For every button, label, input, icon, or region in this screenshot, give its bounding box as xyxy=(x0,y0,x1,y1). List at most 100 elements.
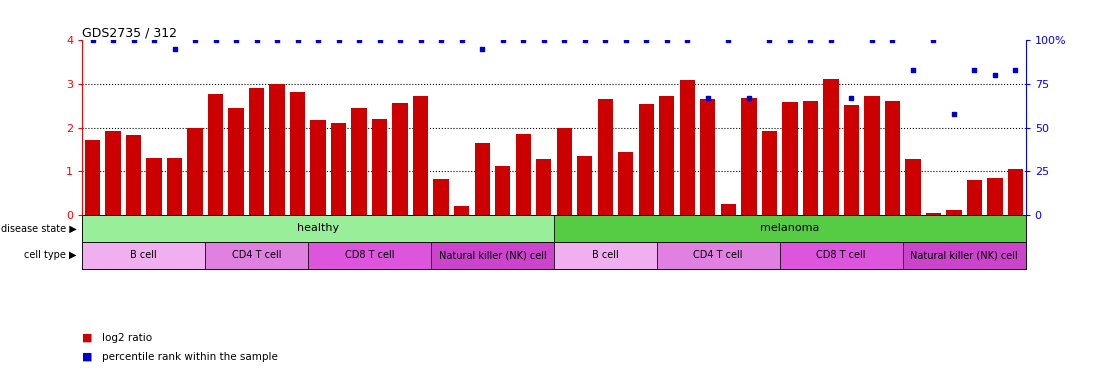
Point xyxy=(125,37,143,43)
Bar xyxy=(351,108,366,215)
Bar xyxy=(167,158,182,215)
Bar xyxy=(700,99,715,215)
Bar xyxy=(208,94,224,215)
Point xyxy=(207,37,225,43)
Bar xyxy=(556,127,572,215)
Bar xyxy=(803,101,818,215)
Text: CD8 T cell: CD8 T cell xyxy=(344,250,394,260)
Point xyxy=(617,37,634,43)
Bar xyxy=(516,134,531,215)
Bar xyxy=(554,215,1026,242)
Point xyxy=(186,37,204,43)
Point xyxy=(166,46,183,52)
Text: ■: ■ xyxy=(82,352,93,362)
Bar xyxy=(947,210,962,215)
Bar xyxy=(105,131,121,215)
Point xyxy=(350,37,367,43)
Point xyxy=(965,67,983,73)
Bar xyxy=(536,159,552,215)
Point xyxy=(658,37,676,43)
Point xyxy=(555,37,573,43)
Bar xyxy=(310,120,326,215)
Bar xyxy=(638,104,654,215)
Point xyxy=(863,37,881,43)
Point xyxy=(104,37,122,43)
Point xyxy=(904,67,921,73)
Bar xyxy=(618,152,633,215)
Text: healthy: healthy xyxy=(297,223,339,233)
Bar xyxy=(761,131,777,215)
Bar xyxy=(249,88,264,215)
Bar xyxy=(308,242,431,269)
Point xyxy=(842,95,860,101)
Bar xyxy=(82,215,554,242)
Text: melanoma: melanoma xyxy=(760,223,819,233)
Bar xyxy=(1008,169,1024,215)
Bar xyxy=(290,92,305,215)
Text: CD8 T cell: CD8 T cell xyxy=(816,250,866,260)
Point xyxy=(514,37,532,43)
Bar xyxy=(987,178,1003,215)
Point xyxy=(760,37,778,43)
Bar xyxy=(146,158,161,215)
Point xyxy=(248,37,265,43)
Bar xyxy=(905,159,920,215)
Text: percentile rank within the sample: percentile rank within the sample xyxy=(102,352,278,362)
Point xyxy=(411,37,429,43)
Point xyxy=(269,37,286,43)
Text: B cell: B cell xyxy=(131,250,157,260)
Bar xyxy=(84,140,100,215)
Text: Natural killer (NK) cell: Natural killer (NK) cell xyxy=(439,250,546,260)
Bar xyxy=(393,103,408,215)
Text: cell type ▶: cell type ▶ xyxy=(24,250,77,260)
Text: disease state ▶: disease state ▶ xyxy=(1,223,77,233)
Point xyxy=(453,37,471,43)
Bar xyxy=(926,213,941,215)
Bar xyxy=(884,101,900,215)
Bar xyxy=(721,204,736,215)
Point xyxy=(494,37,511,43)
Bar xyxy=(188,127,203,215)
Bar xyxy=(903,242,1026,269)
Point xyxy=(289,37,306,43)
Point xyxy=(986,72,1004,78)
Bar xyxy=(966,180,982,215)
Text: Natural killer (NK) cell: Natural killer (NK) cell xyxy=(911,250,1018,260)
Bar xyxy=(331,123,347,215)
Bar xyxy=(656,242,780,269)
Point xyxy=(432,37,450,43)
Point xyxy=(474,46,491,52)
Text: GDS2735 / 312: GDS2735 / 312 xyxy=(82,26,178,39)
Bar xyxy=(270,84,285,215)
Point xyxy=(535,37,553,43)
Bar xyxy=(433,179,449,215)
Bar xyxy=(495,166,510,215)
Bar xyxy=(598,99,613,215)
Bar xyxy=(844,105,859,215)
Bar xyxy=(431,242,554,269)
Bar xyxy=(823,79,838,215)
Point xyxy=(371,37,388,43)
Point xyxy=(946,111,963,117)
Text: CD4 T cell: CD4 T cell xyxy=(231,250,281,260)
Point xyxy=(1007,67,1025,73)
Bar xyxy=(864,96,880,215)
Point xyxy=(145,37,162,43)
Point xyxy=(227,37,245,43)
Point xyxy=(392,37,409,43)
Bar xyxy=(780,242,903,269)
Point xyxy=(925,37,942,43)
Point xyxy=(330,37,348,43)
Bar xyxy=(782,102,798,215)
Point xyxy=(822,37,839,43)
Bar xyxy=(742,98,757,215)
Text: log2 ratio: log2 ratio xyxy=(102,333,152,343)
Text: B cell: B cell xyxy=(592,250,619,260)
Text: ■: ■ xyxy=(82,333,93,343)
Bar xyxy=(454,206,470,215)
Text: CD4 T cell: CD4 T cell xyxy=(693,250,743,260)
Bar xyxy=(680,79,695,215)
Point xyxy=(309,37,327,43)
Bar xyxy=(82,242,205,269)
Bar xyxy=(205,242,308,269)
